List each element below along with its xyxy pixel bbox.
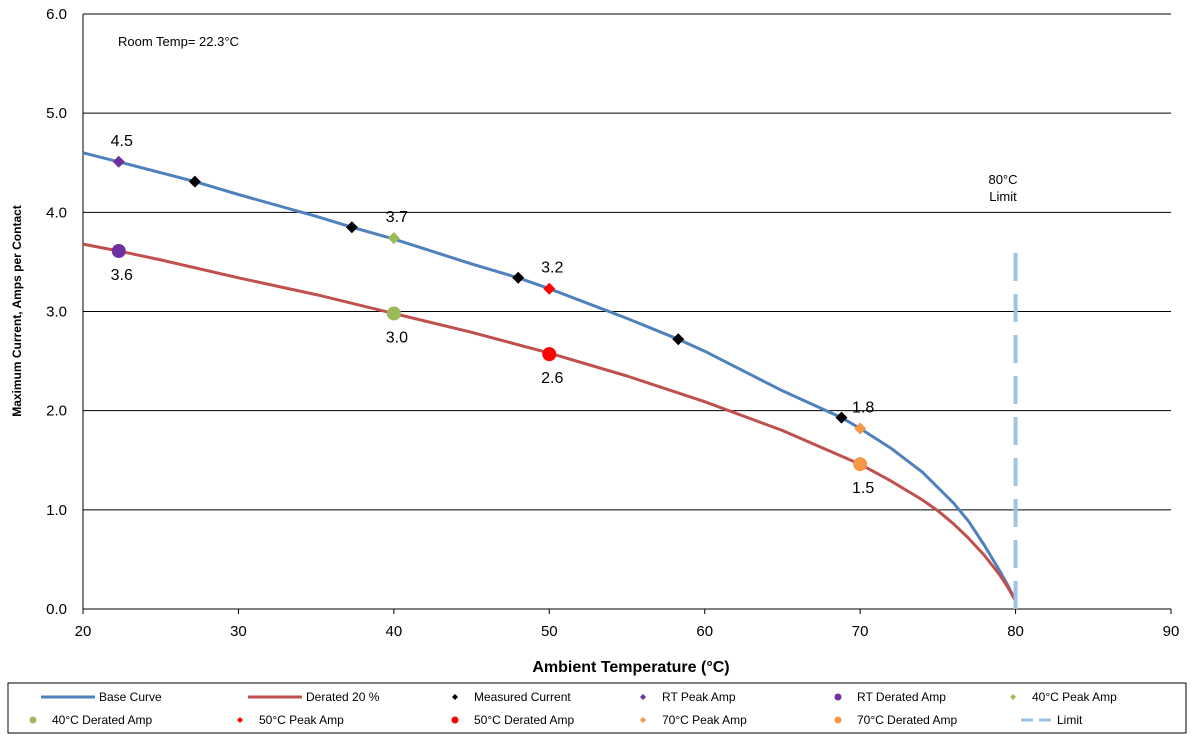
- gridlines: [83, 13, 1171, 511]
- legend-swatch: [29, 716, 37, 724]
- point-50c-peak-amp: [543, 282, 556, 295]
- legend-item-50c-derated-amp: 50°C Derated Amp: [451, 713, 575, 727]
- point-measured-current: [672, 333, 685, 346]
- x-tick-label: 50: [541, 623, 558, 640]
- data-label-40c-peak-amp: 3.7: [386, 209, 408, 226]
- legend-swatch: [237, 717, 243, 723]
- legend-item-70c-derated-amp: 70°C Derated Amp: [834, 713, 958, 727]
- legend-label: 70°C Peak Amp: [662, 713, 747, 727]
- y-tick-label: 1.0: [46, 502, 67, 519]
- point-measured-current: [345, 221, 358, 234]
- point-measured-current: [512, 271, 525, 284]
- annotation-2: Limit: [989, 189, 1017, 204]
- y-tick-label: 6.0: [46, 6, 67, 23]
- legend-label: Base Curve: [99, 690, 162, 704]
- legend-item-40c-peak-amp: 40°C Peak Amp: [1010, 690, 1117, 704]
- point-40c-peak-amp: [387, 232, 400, 245]
- y-tick-labels: 0.0 1.0 2.0 3.0 4.0 5.0 6.0: [46, 6, 67, 618]
- legend-label: 40°C Peak Amp: [1032, 690, 1117, 704]
- data-labels: 4.5 3.6 3.7 3.0 3.2 2.6 1.8 1.5: [111, 133, 875, 497]
- legend-label: Limit: [1057, 713, 1083, 727]
- data-label-50c-peak-amp: 3.2: [541, 260, 563, 277]
- legend-box: [7, 682, 1187, 734]
- x-tick-label: 90: [1163, 623, 1180, 640]
- legend-swatch: [451, 716, 459, 724]
- axes: [82, 14, 1172, 614]
- y-tick-label: 0.0: [46, 601, 67, 618]
- point-70c-derated-amp: [853, 457, 868, 472]
- legend-item-70c-peak-amp: 70°C Peak Amp: [640, 713, 747, 727]
- legend-label: RT Peak Amp: [662, 690, 736, 704]
- x-tick-label: 80: [1007, 623, 1024, 640]
- legend-swatch: [452, 694, 458, 700]
- point-rt-derated-amp: [111, 244, 126, 259]
- x-tick-labels: 20 30 40 50 60 70 80 90: [75, 623, 1180, 640]
- legend-label: 70°C Derated Amp: [857, 713, 958, 727]
- y-tick-label: 2.0: [46, 403, 67, 420]
- y-tick-label: 4.0: [46, 204, 67, 221]
- data-label-40c-derated-amp: 3.0: [386, 329, 408, 346]
- x-tick-label: 40: [386, 623, 403, 640]
- legend-item-measured-current: Measured Current: [452, 690, 571, 704]
- legend-swatch: [834, 693, 842, 701]
- x-tick-label: 30: [230, 623, 247, 640]
- y-tick-label: 3.0: [46, 304, 67, 321]
- series-derated-20: [82, 242, 1017, 602]
- legend-item-base-curve: Base Curve: [41, 690, 162, 704]
- legend-swatch: [640, 694, 646, 700]
- point-40c-derated-amp: [386, 306, 401, 321]
- data-label-rt-derated-amp: 3.6: [111, 267, 133, 284]
- point-rt-peak-amp: [112, 155, 125, 168]
- annotations: Room Temp= 22.3°C 80°C Limit: [118, 34, 1018, 204]
- data-label-50c-derated-amp: 2.6: [541, 370, 563, 387]
- legend-item-derated-20: Derated 20 %: [248, 690, 380, 704]
- x-tick-label: 70: [852, 623, 869, 640]
- series-layer: [82, 151, 1018, 609]
- legend-label: 50°C Derated Amp: [474, 713, 575, 727]
- legend-swatch: [834, 716, 842, 724]
- legend-label: 40°C Derated Amp: [52, 713, 153, 727]
- marker-layer: [111, 155, 868, 472]
- y-tick-label: 5.0: [46, 105, 67, 122]
- legend-label: RT Derated Amp: [857, 690, 946, 704]
- legend-item-40c-derated-amp: 40°C Derated Amp: [29, 713, 153, 727]
- x-tick-label: 20: [75, 623, 92, 640]
- point-measured-current: [835, 411, 848, 424]
- point-50c-derated-amp: [542, 347, 557, 362]
- data-label-70c-derated-amp: 1.5: [852, 480, 874, 497]
- legend-swatch: [1010, 694, 1016, 700]
- legend: Base Curve Derated 20 % Measured Current RT…: [7, 682, 1187, 734]
- point-70c-peak-amp: [854, 422, 867, 435]
- legend-label: Measured Current: [474, 690, 571, 704]
- legend-item-rt-peak-amp: RT Peak Amp: [640, 690, 736, 704]
- data-label-rt-peak-amp: 4.5: [111, 133, 133, 150]
- legend-label: 50°C Peak Amp: [259, 713, 344, 727]
- x-axis-label: Ambient Temperature (°C): [532, 659, 729, 676]
- annotation-0: Room Temp= 22.3°C: [118, 34, 239, 49]
- legend-swatch: [640, 717, 646, 723]
- legend-item-50c-peak-amp: 50°C Peak Amp: [237, 713, 344, 727]
- data-label-70c-peak-amp: 1.8: [852, 400, 874, 417]
- legend-label: Derated 20 %: [306, 690, 380, 704]
- legend-item-rt-derated-amp: RT Derated Amp: [834, 690, 946, 704]
- legend-item-limit: Limit: [1021, 713, 1083, 727]
- x-tick-label: 60: [696, 623, 713, 640]
- series-base-curve: [82, 151, 1017, 602]
- y-axis-label: Maximum Current, Amps per Contact: [10, 205, 24, 417]
- point-measured-current: [188, 175, 201, 188]
- annotation-1: 80°C: [988, 172, 1017, 187]
